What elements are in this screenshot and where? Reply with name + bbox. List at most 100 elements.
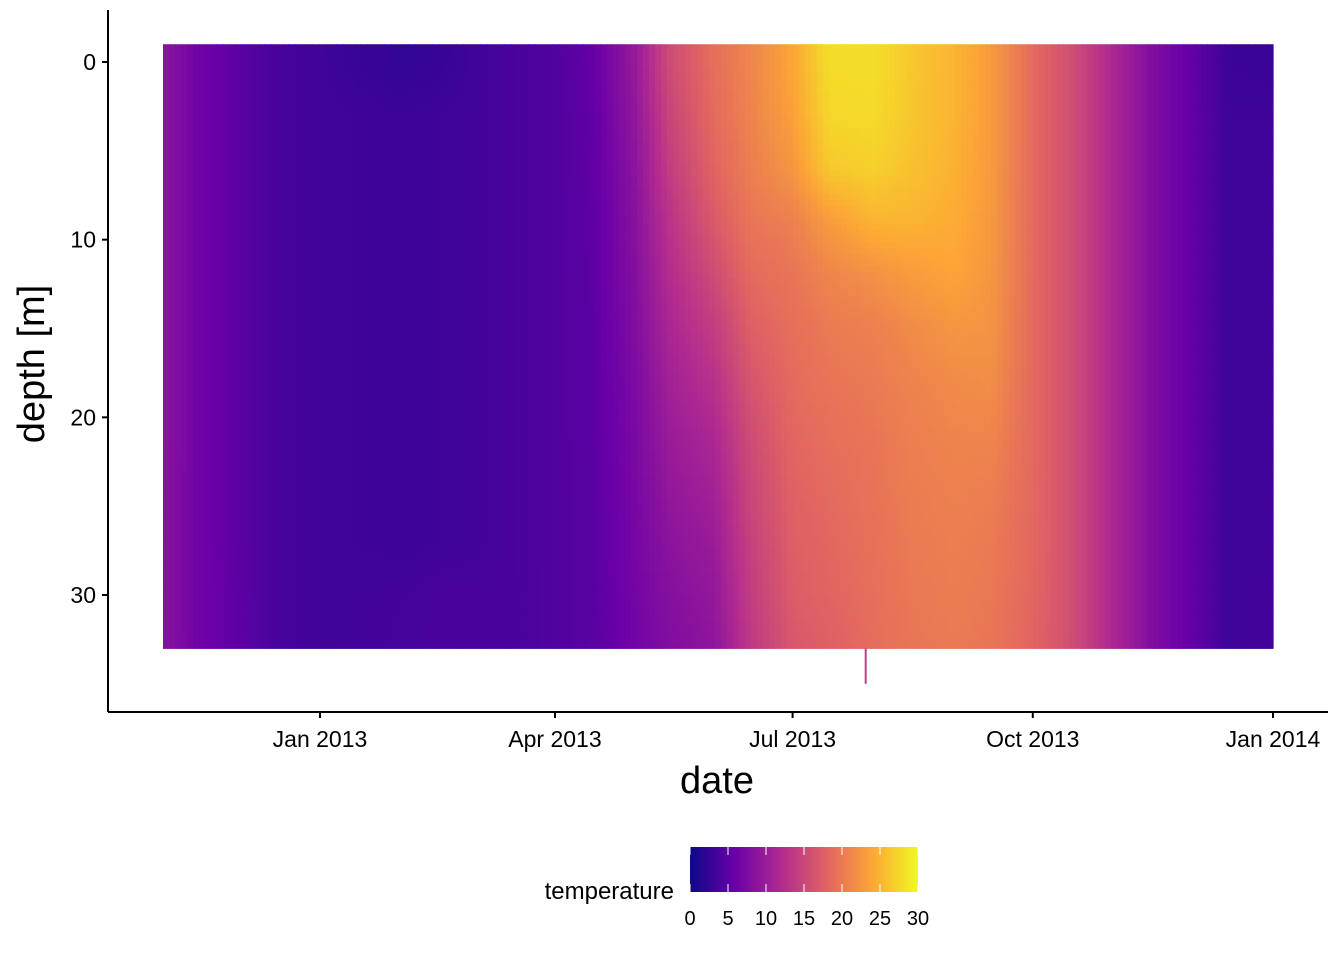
heat-cell bbox=[283, 506, 290, 513]
heat-cell bbox=[283, 68, 290, 75]
heat-cell bbox=[217, 80, 224, 87]
heat-cell bbox=[391, 164, 398, 171]
heat-cell bbox=[307, 122, 314, 129]
heat-cell bbox=[361, 458, 368, 465]
heat-cell bbox=[283, 164, 290, 171]
heat-cell bbox=[277, 560, 284, 567]
heat-cell bbox=[289, 542, 296, 549]
heat-cell bbox=[451, 368, 458, 375]
heat-cell bbox=[349, 482, 356, 489]
heat-cell bbox=[397, 320, 404, 327]
heat-cell bbox=[265, 560, 272, 567]
heat-cell bbox=[277, 200, 284, 207]
heat-cell bbox=[169, 182, 176, 189]
heat-cell bbox=[277, 374, 284, 381]
heat-cell bbox=[289, 302, 296, 309]
heat-cell bbox=[175, 302, 182, 309]
heat-cell bbox=[247, 536, 254, 543]
heat-cell bbox=[385, 44, 392, 51]
heat-cell bbox=[391, 308, 398, 315]
heat-cell bbox=[163, 116, 170, 123]
heat-cell bbox=[199, 398, 206, 405]
heat-cell bbox=[253, 530, 260, 537]
heat-cell bbox=[355, 524, 362, 531]
heat-cell bbox=[199, 476, 206, 483]
heat-cell bbox=[283, 224, 290, 231]
heat-cell bbox=[217, 170, 224, 177]
heat-cell bbox=[313, 434, 320, 441]
heat-cell bbox=[367, 632, 374, 639]
heat-cell bbox=[277, 242, 284, 249]
heat-cell bbox=[205, 620, 212, 627]
heat-cell bbox=[379, 254, 386, 261]
heat-cell bbox=[331, 74, 338, 81]
heat-cell bbox=[415, 614, 422, 621]
heat-cell bbox=[367, 92, 374, 99]
heat-cell bbox=[391, 332, 398, 339]
heat-cell bbox=[199, 518, 206, 525]
heat-cell bbox=[343, 512, 350, 519]
heat-cell bbox=[361, 230, 368, 237]
heat-cell bbox=[379, 632, 386, 639]
heat-cell bbox=[445, 68, 452, 75]
heat-cell bbox=[247, 554, 254, 561]
heat-cell bbox=[415, 86, 422, 93]
heat-cell bbox=[247, 146, 254, 153]
heat-cell bbox=[415, 284, 422, 291]
heat-cell bbox=[451, 452, 458, 459]
heat-cell bbox=[289, 242, 296, 249]
heat-cell bbox=[283, 470, 290, 477]
heat-cell bbox=[397, 254, 404, 261]
heat-cell bbox=[265, 494, 272, 501]
heat-cell bbox=[211, 638, 218, 645]
heat-cell bbox=[247, 578, 254, 585]
heat-cell bbox=[283, 170, 290, 177]
heat-cell bbox=[229, 404, 236, 411]
heat-cell bbox=[415, 380, 422, 387]
heat-cell bbox=[247, 338, 254, 345]
heat-cell bbox=[223, 530, 230, 537]
heat-cell bbox=[265, 164, 272, 171]
heat-cell bbox=[169, 488, 176, 495]
heat-cell bbox=[445, 248, 452, 255]
heat-cell bbox=[247, 428, 254, 435]
heat-cell bbox=[415, 368, 422, 375]
heat-cell bbox=[451, 488, 458, 495]
heat-cell bbox=[271, 128, 278, 135]
heat-cell bbox=[373, 392, 380, 399]
heat-cell bbox=[277, 44, 284, 51]
heat-cell bbox=[451, 344, 458, 351]
heat-cell bbox=[247, 86, 254, 93]
heat-cell bbox=[391, 140, 398, 147]
heat-cell bbox=[181, 326, 188, 333]
heat-cell bbox=[229, 92, 236, 99]
heat-cell bbox=[199, 494, 206, 501]
heat-cell bbox=[163, 536, 170, 543]
heat-cell bbox=[187, 404, 194, 411]
heat-cell bbox=[169, 230, 176, 237]
heat-cell bbox=[169, 362, 176, 369]
heat-cell bbox=[307, 140, 314, 147]
heat-cell bbox=[349, 620, 356, 627]
heat-cell bbox=[163, 638, 170, 645]
heat-cell bbox=[319, 314, 326, 321]
heat-cell bbox=[391, 260, 398, 267]
heat-cell bbox=[217, 578, 224, 585]
heat-cell bbox=[271, 218, 278, 225]
heat-cell bbox=[259, 356, 266, 363]
heat-cell bbox=[253, 284, 260, 291]
heat-cell bbox=[223, 512, 230, 519]
heat-cell bbox=[451, 590, 458, 597]
heat-cell bbox=[265, 398, 272, 405]
heat-cell bbox=[199, 416, 206, 423]
heat-cell bbox=[187, 248, 194, 255]
heat-cell bbox=[289, 128, 296, 135]
heat-cell bbox=[187, 260, 194, 267]
heat-cell bbox=[397, 608, 404, 615]
heat-cell bbox=[319, 506, 326, 513]
heat-cell bbox=[205, 602, 212, 609]
heat-cell bbox=[163, 530, 170, 537]
heat-cell bbox=[331, 602, 338, 609]
heat-cell bbox=[451, 434, 458, 441]
heat-cell bbox=[259, 644, 266, 649]
